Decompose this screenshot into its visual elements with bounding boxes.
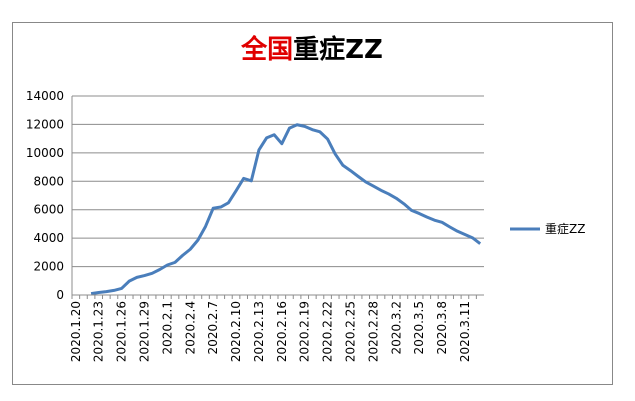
- x-tick-label: 2020.3.8: [435, 301, 449, 354]
- x-tick-label: 2020.3.5: [412, 301, 426, 354]
- x-tick-label: 2020.2.25: [343, 301, 357, 362]
- chart-title: 全国重症ZZ: [240, 34, 383, 65]
- x-tick-label: 2020.1.26: [115, 301, 129, 362]
- x-tick-label: 2020.2.16: [275, 301, 289, 362]
- x-tick-label: 2020.2.1: [160, 301, 174, 354]
- y-tick-label: 12000: [26, 117, 64, 131]
- x-tick-label: 2020.2.13: [252, 301, 266, 362]
- y-tick-label: 10000: [26, 146, 64, 160]
- data-line: [90, 123, 482, 296]
- x-tick-label: 2020.1.29: [137, 301, 151, 362]
- x-tick-label: 2020.3.2: [389, 301, 403, 354]
- y-tick-label: 6000: [33, 203, 64, 217]
- y-tick-label: 0: [56, 288, 64, 302]
- title-part: 重症ZZ: [293, 34, 383, 65]
- x-tick-label: 2020.1.20: [69, 301, 83, 362]
- y-tick-label: 4000: [33, 231, 64, 245]
- x-tick-label: 2020.2.4: [183, 301, 197, 354]
- x-tick-label: 2020.2.10: [229, 301, 243, 362]
- legend-label: 重症ZZ: [545, 221, 585, 236]
- x-tick-label: 2020.2.28: [366, 301, 380, 362]
- title-part: 全国: [240, 34, 293, 65]
- x-tick-label: 2020.2.22: [321, 301, 335, 362]
- x-tick-label: 2020.1.23: [92, 301, 106, 362]
- chart-border: [12, 22, 613, 385]
- y-tick-label: 8000: [33, 174, 64, 188]
- x-tick-label: 2020.3.11: [458, 301, 472, 362]
- y-tick-label: 2000: [33, 260, 64, 274]
- x-tick-label: 2020.2.7: [206, 301, 220, 354]
- y-tick-label: 14000: [26, 89, 64, 103]
- x-tick-label: 2020.2.19: [298, 301, 312, 362]
